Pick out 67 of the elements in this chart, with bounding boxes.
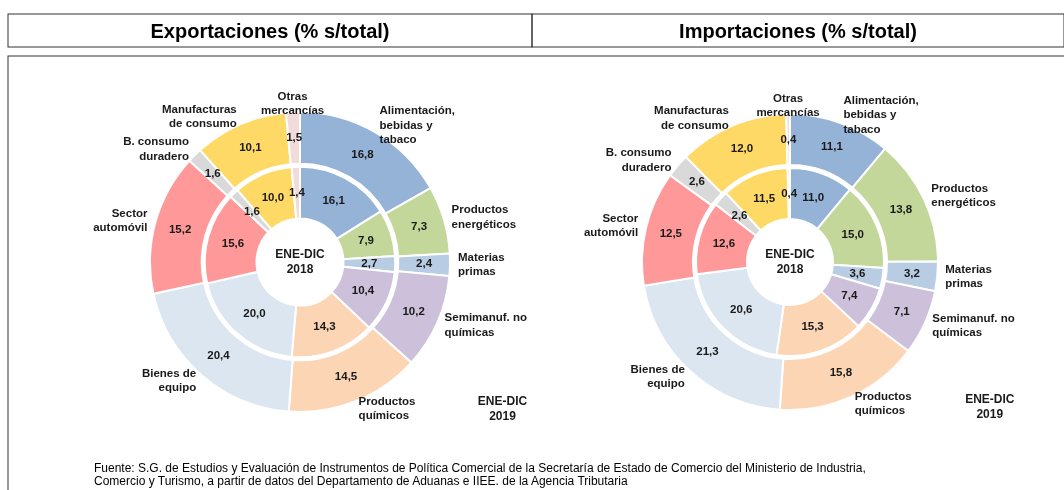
data-label: 3,2 (903, 266, 920, 279)
data-label: 1,6 (204, 166, 221, 179)
data-label: 1,4 (288, 185, 306, 198)
data-label: 10,1 (239, 141, 263, 154)
data-label: 7,3 (411, 220, 428, 233)
data-label: 12,6 (712, 237, 736, 250)
data-label: 15,3 (801, 319, 824, 332)
slice-label: Otras mercancías (756, 91, 820, 119)
slice-label: Sector automóvil (93, 206, 148, 234)
slice-label: B. consumo duradero (123, 135, 189, 162)
slice-label: Manufacturas de consumo (654, 104, 729, 131)
data-label: 0,4 (780, 132, 798, 145)
slice-label: Productos químicos (358, 394, 416, 421)
source-note: Fuente: S.G. de Estudios y Evaluación de Instrumentos de Política Comercial de la Secretaría de Estado de Comercio del Ministerio de Industria, Comercio y Turismo, a partir de datos del Departamento de Aduanas e IIEE. de la Agencia Tributaria (94, 461, 866, 488)
data-label: 20,0 (243, 307, 266, 320)
data-label: 15,2 (168, 222, 192, 235)
slice-label: Productos energéticos (451, 203, 517, 230)
data-label: 7,1 (893, 305, 911, 318)
data-label: 3,6 (849, 267, 866, 280)
chart-title: Importaciones (% s/total) (679, 20, 917, 42)
slice-label: ENE-DIC 2019 (965, 391, 1015, 421)
slice-label: B. consumo duradero (605, 146, 672, 173)
data-label: 1,6 (243, 205, 260, 218)
data-label: 13,8 (889, 203, 913, 216)
data-label: 15,8 (829, 366, 853, 379)
data-label: 11,1 (821, 139, 844, 152)
slice-label: Productos energéticos (931, 181, 996, 209)
data-label: 7,9 (358, 233, 375, 246)
data-label: 11,5 (753, 191, 776, 204)
data-label: 12,5 (659, 226, 683, 239)
data-label: 12,0 (730, 142, 754, 155)
data-label: 11,0 (802, 190, 825, 203)
data-label: 2,6 (731, 208, 748, 221)
slice-label: ENE-DIC 2018 (275, 246, 325, 276)
data-label: 16,8 (351, 147, 375, 160)
data-label: 15,0 (841, 227, 865, 240)
data-label: 2,4 (416, 257, 433, 270)
slice-label: Alimentación, bebidas y tabaco (843, 94, 919, 135)
data-label: 10,4 (351, 284, 375, 297)
data-label: 14,3 (313, 319, 336, 332)
chart-title: Exportaciones (% s/total) (150, 20, 390, 42)
slice-label: Bienes de equipo (141, 367, 197, 394)
data-label: 16,1 (322, 194, 346, 207)
data-label: 20,4 (207, 348, 231, 361)
slice-label: Alimentación, bebidas y tabaco (379, 104, 455, 145)
data-label: 20,6 (730, 303, 753, 316)
data-label: 0,4 (781, 186, 798, 199)
data-label: 2,6 (688, 175, 705, 188)
data-label: 10,2 (402, 305, 425, 318)
slice-label: Productos químicos (854, 389, 912, 417)
slice-label: ENE-DIC 2019 (477, 393, 528, 423)
slice-label: Materias primas (457, 250, 505, 278)
data-label: 14,5 (334, 370, 358, 383)
slice-label: Otras mercancías (260, 90, 325, 117)
data-label: 10,0 (261, 191, 285, 204)
slice-label: Bienes de equipo (630, 363, 685, 390)
slice-label: Materias primas (945, 263, 992, 290)
data-label: 15,6 (221, 236, 245, 249)
data-label: 1,5 (286, 131, 303, 144)
data-label: 21,3 (696, 345, 719, 358)
slice-label: Semimanuf. no químicas (444, 311, 528, 338)
data-label: 2,7 (361, 256, 378, 269)
data-label: 7,4 (841, 289, 858, 302)
slice-label: ENE-DIC 2018 (765, 246, 815, 276)
slice-label: Semimanuf. no químicas (932, 311, 1015, 339)
slice-label: Manufacturas de consumo (162, 103, 237, 130)
slice-label: Sector automóvil (583, 211, 639, 239)
